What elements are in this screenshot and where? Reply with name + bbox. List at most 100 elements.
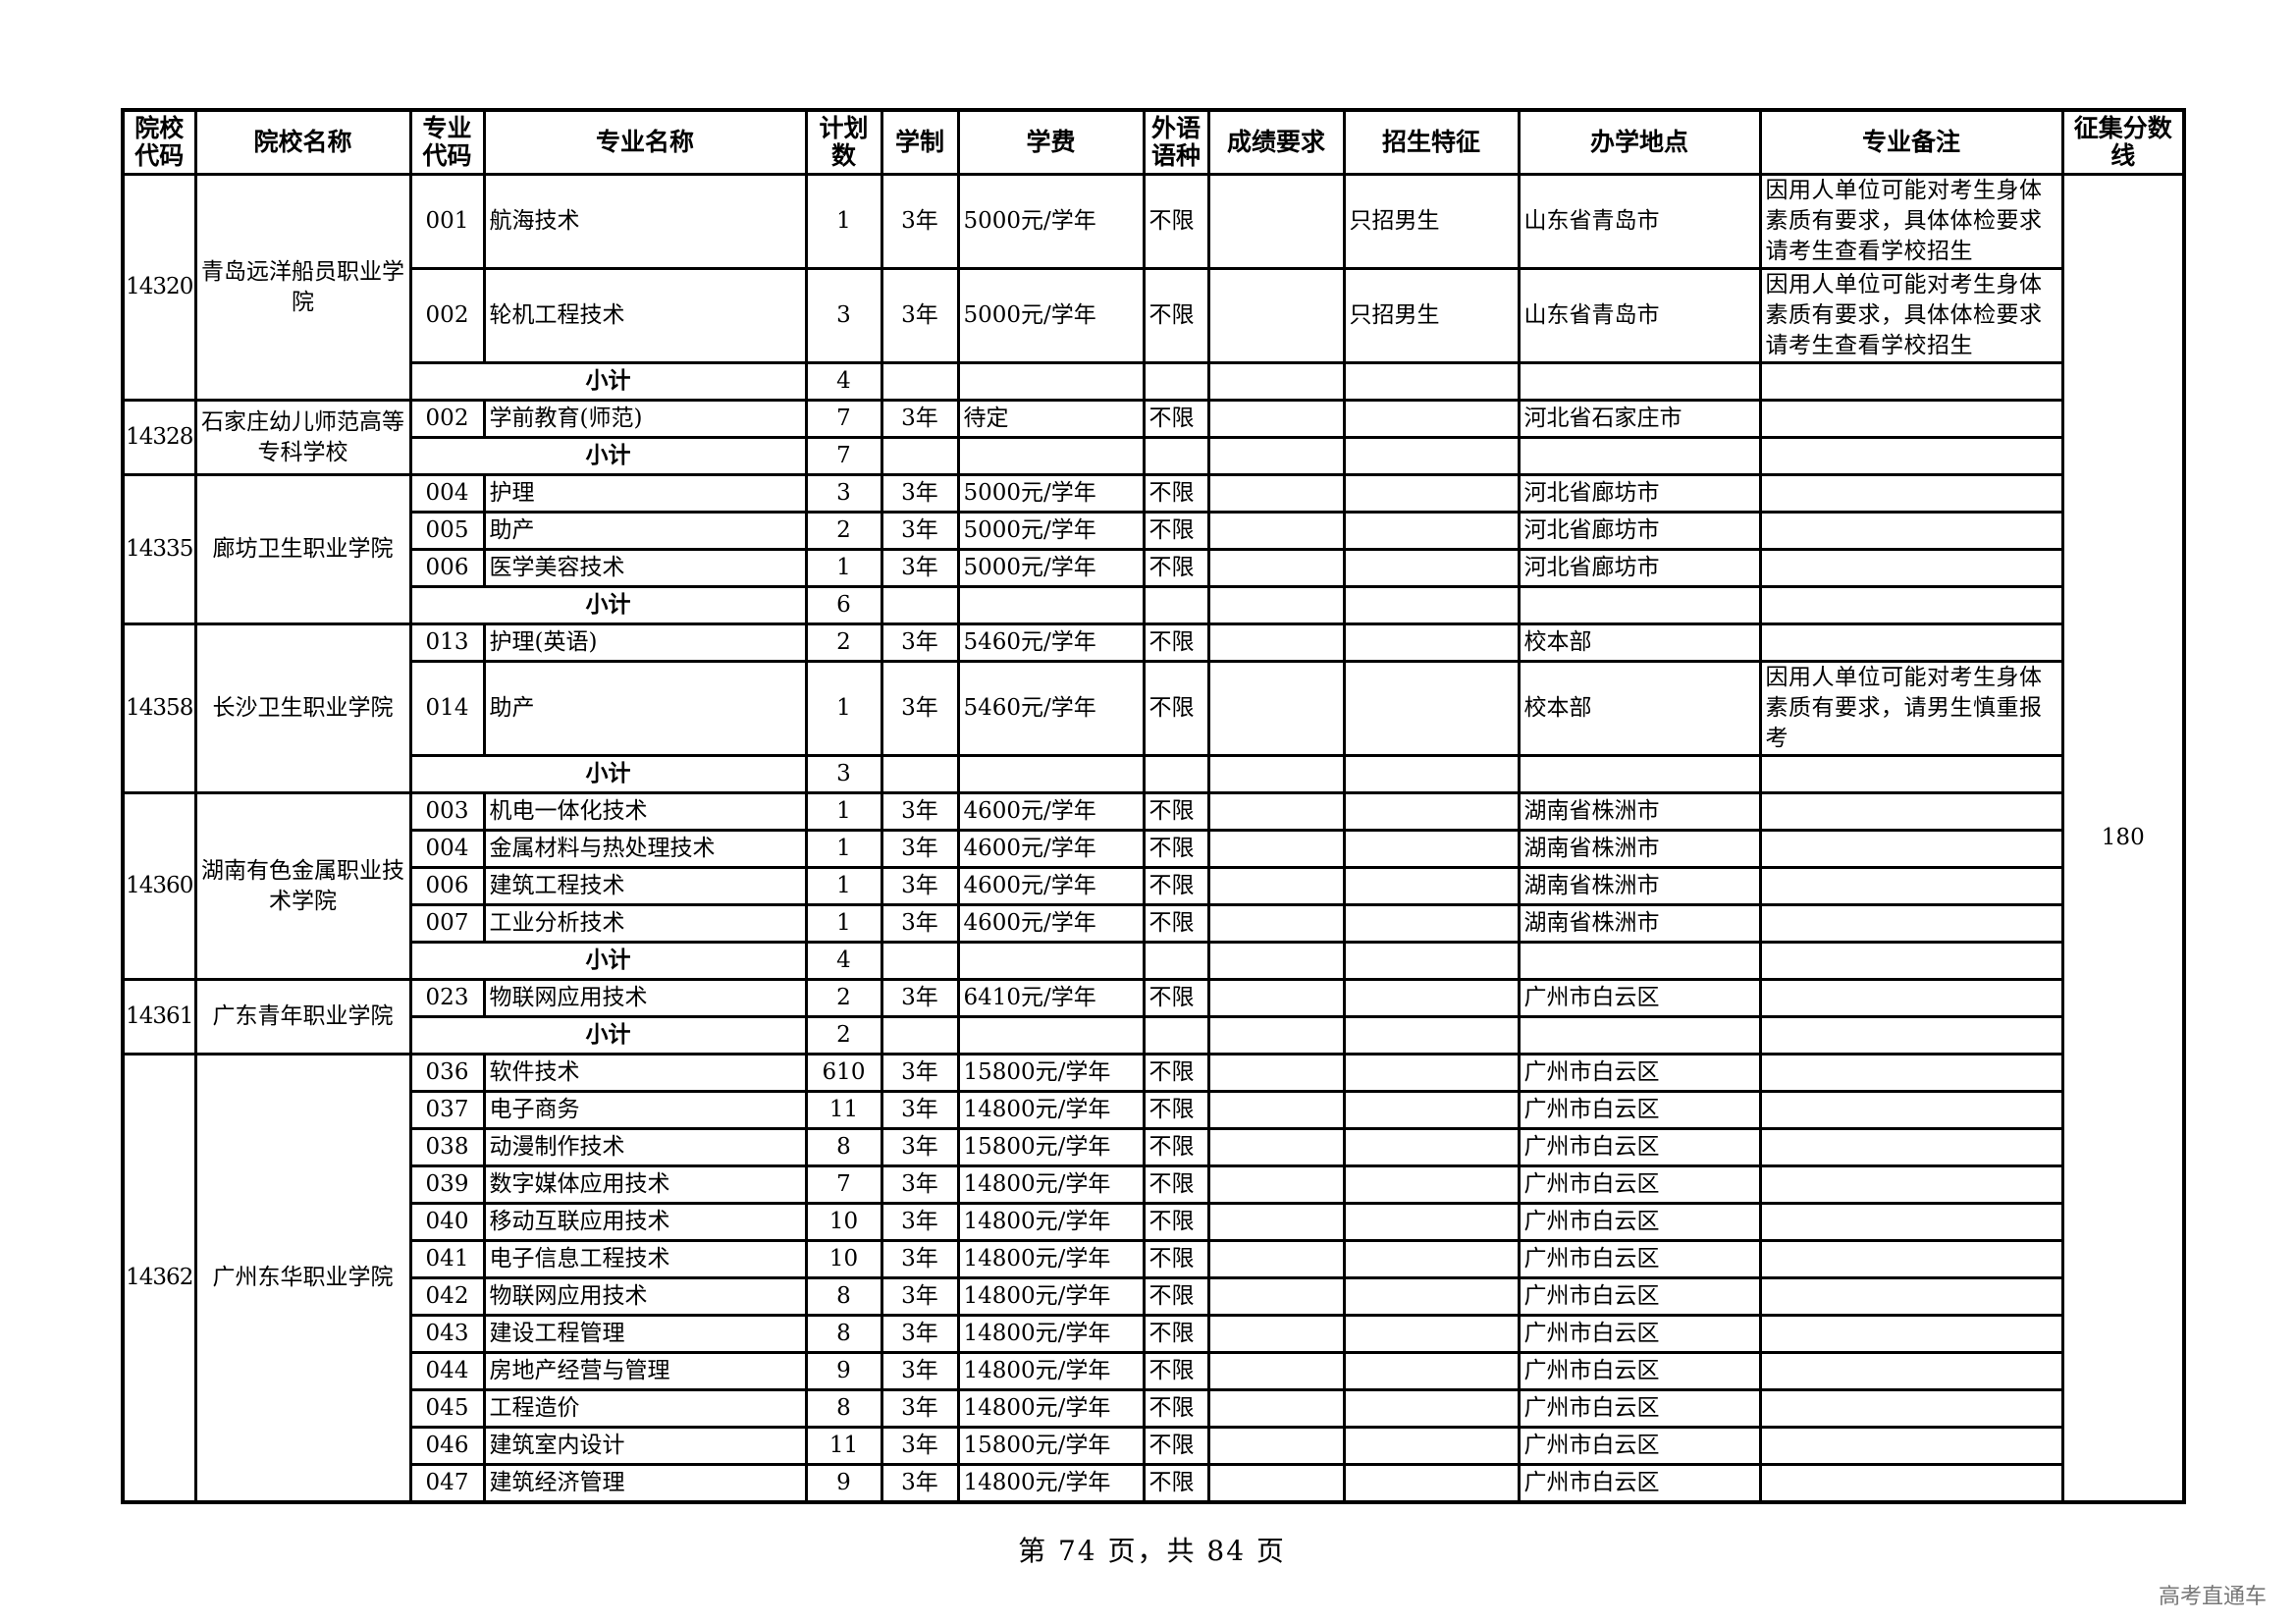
school-code: 14361 [121, 978, 197, 1056]
table-row: 043 建设工程管理 8 3年 14800元/学年 不限 广州市白云区 [123, 1314, 2184, 1354]
tuition: 14800元/学年 [956, 1164, 1146, 1205]
score-requirement [1206, 1239, 1346, 1279]
major-code: 001 [408, 173, 486, 270]
admission-feature-empty [1342, 361, 1521, 402]
major-remark [1758, 511, 2064, 551]
major-name: 助产 [482, 511, 808, 551]
admission-feature [1342, 511, 1521, 551]
watermark: 高考直通车 [2158, 1585, 2267, 1609]
language: 不限 [1142, 548, 1210, 588]
table-row: 047 建筑经济管理 9 3年 14800元/学年 不限 广州市白云区 [123, 1463, 2184, 1504]
major-name: 护理(英语) [482, 623, 808, 663]
table-row: 006 建筑工程技术 1 3年 4600元/学年 不限 湖南省株洲市 [123, 866, 2184, 906]
header-duration: 学制 [880, 108, 960, 176]
plan-count: 9 [804, 1351, 883, 1391]
subtotal-plan: 2 [804, 1015, 883, 1056]
location: 湖南省株洲市 [1517, 866, 1762, 906]
location: 河北省廊坊市 [1517, 473, 1762, 514]
location: 广州市白云区 [1517, 1127, 1762, 1167]
duration-empty [880, 361, 960, 402]
score-requirement-empty [1206, 436, 1346, 476]
table-row: 006 医学美容技术 1 3年 5000元/学年 不限 河北省廊坊市 [123, 548, 2184, 588]
school-code: 14328 [121, 399, 197, 476]
plan-count: 1 [804, 903, 883, 944]
score-requirement [1206, 1127, 1346, 1167]
plan-count: 1 [804, 866, 883, 906]
plan-count: 2 [804, 511, 883, 551]
plan-count: 7 [804, 1164, 883, 1205]
major-remark [1758, 791, 2064, 832]
language: 不限 [1142, 829, 1210, 869]
table-row: 14320 青岛远洋船员职业学院 001 航海技术 1 3年 5000元/学年 不限 只招男生山… [121, 173, 2186, 1504]
admission-feature-empty [1342, 1015, 1521, 1056]
duration: 3年 [880, 1202, 960, 1242]
major-remark [1758, 473, 2064, 514]
major-name: 软件技术 [482, 1053, 808, 1093]
subtotal-row: 小计 4 [123, 361, 2184, 402]
school-name: 广东青年职业学院 [193, 978, 412, 1056]
score-requirement [1206, 866, 1346, 906]
tuition-empty [956, 361, 1146, 402]
duration: 3年 [880, 1463, 960, 1504]
header-location: 办学地点 [1517, 108, 1762, 176]
admission-feature [1342, 1388, 1521, 1429]
major-code: 007 [408, 903, 486, 944]
tuition-empty [956, 941, 1146, 981]
subtotal-row: 小计 2 [123, 1015, 2184, 1056]
header-major-name: 专业名称 [482, 108, 808, 176]
tuition-empty [956, 585, 1146, 625]
admission-feature [1342, 791, 1521, 832]
admission-feature [1342, 903, 1521, 944]
table-row: 002 轮机工程技术 3 3年 5000元/学年 不限 只招男生 山东省青岛市 因用人单位可能对… [123, 267, 2184, 364]
score-requirement [1206, 1276, 1346, 1317]
table-row: 042 物联网应用技术 8 3年 14800元/学年 不限 广州市白云区 [123, 1276, 2184, 1317]
plan-count: 11 [804, 1426, 883, 1466]
table-row: 14362 广州东华职业学院 036 软件技术 610 3年 15800元/学年 不限 广州市白… [121, 1053, 2184, 1504]
tuition: 4600元/学年 [956, 791, 1146, 832]
duration: 3年 [880, 267, 960, 364]
major-remark [1758, 1202, 2064, 1242]
admission-feature [1342, 1053, 1521, 1093]
remark-text: 因用人单位可能对考生身体素质有要求，具体体检要求请考生查看学校招生 [1765, 272, 2043, 358]
location: 湖南省株洲市 [1517, 903, 1762, 944]
language: 不限 [1142, 903, 1210, 944]
duration: 3年 [880, 623, 960, 663]
score-requirement-empty [1206, 1015, 1346, 1056]
duration: 3年 [880, 978, 960, 1018]
major-remark-empty [1758, 436, 2064, 476]
major-name: 移动互联应用技术 [482, 1202, 808, 1242]
table-row: 004 金属材料与热处理技术 1 3年 4600元/学年 不限 湖南省株洲市 [123, 829, 2184, 869]
tuition: 6410元/学年 [956, 978, 1146, 1018]
school-code: 14362 [121, 1053, 197, 1504]
tuition: 5000元/学年 [956, 267, 1146, 364]
location: 广州市白云区 [1517, 1276, 1762, 1317]
major-remark-empty [1758, 585, 2064, 625]
language: 不限 [1142, 623, 1210, 663]
major-code: 041 [408, 1239, 486, 1279]
page-number: 第 74 页，共 84 页 [1018, 1535, 1286, 1567]
language-empty [1142, 1015, 1210, 1056]
location: 广州市白云区 [1517, 1053, 1762, 1093]
score-requirement [1206, 1090, 1346, 1130]
score-requirement [1206, 1463, 1346, 1504]
tuition: 4600元/学年 [956, 866, 1146, 906]
location: 河北省石家庄市 [1517, 399, 1762, 439]
location: 山东省青岛市 [1517, 267, 1762, 364]
score-requirement [1206, 829, 1346, 869]
plan-count: 8 [804, 1314, 883, 1354]
location: 湖南省株洲市 [1517, 829, 1762, 869]
duration: 3年 [880, 1426, 960, 1466]
tuition: 5000元/学年 [956, 473, 1146, 514]
major-name: 航海技术 [482, 173, 808, 270]
header-language: 外语语种 [1142, 108, 1210, 176]
tuition: 14800元/学年 [956, 1090, 1146, 1130]
tuition: 5460元/学年 [956, 660, 1146, 757]
score-requirement [1206, 267, 1346, 364]
tuition: 5000元/学年 [956, 511, 1146, 551]
duration-empty [880, 585, 960, 625]
tuition: 15800元/学年 [956, 1426, 1146, 1466]
major-remark [1758, 903, 2064, 944]
major-name: 助产 [482, 660, 808, 757]
language: 不限 [1142, 267, 1210, 364]
subtotal-label: 小计 [408, 754, 808, 794]
